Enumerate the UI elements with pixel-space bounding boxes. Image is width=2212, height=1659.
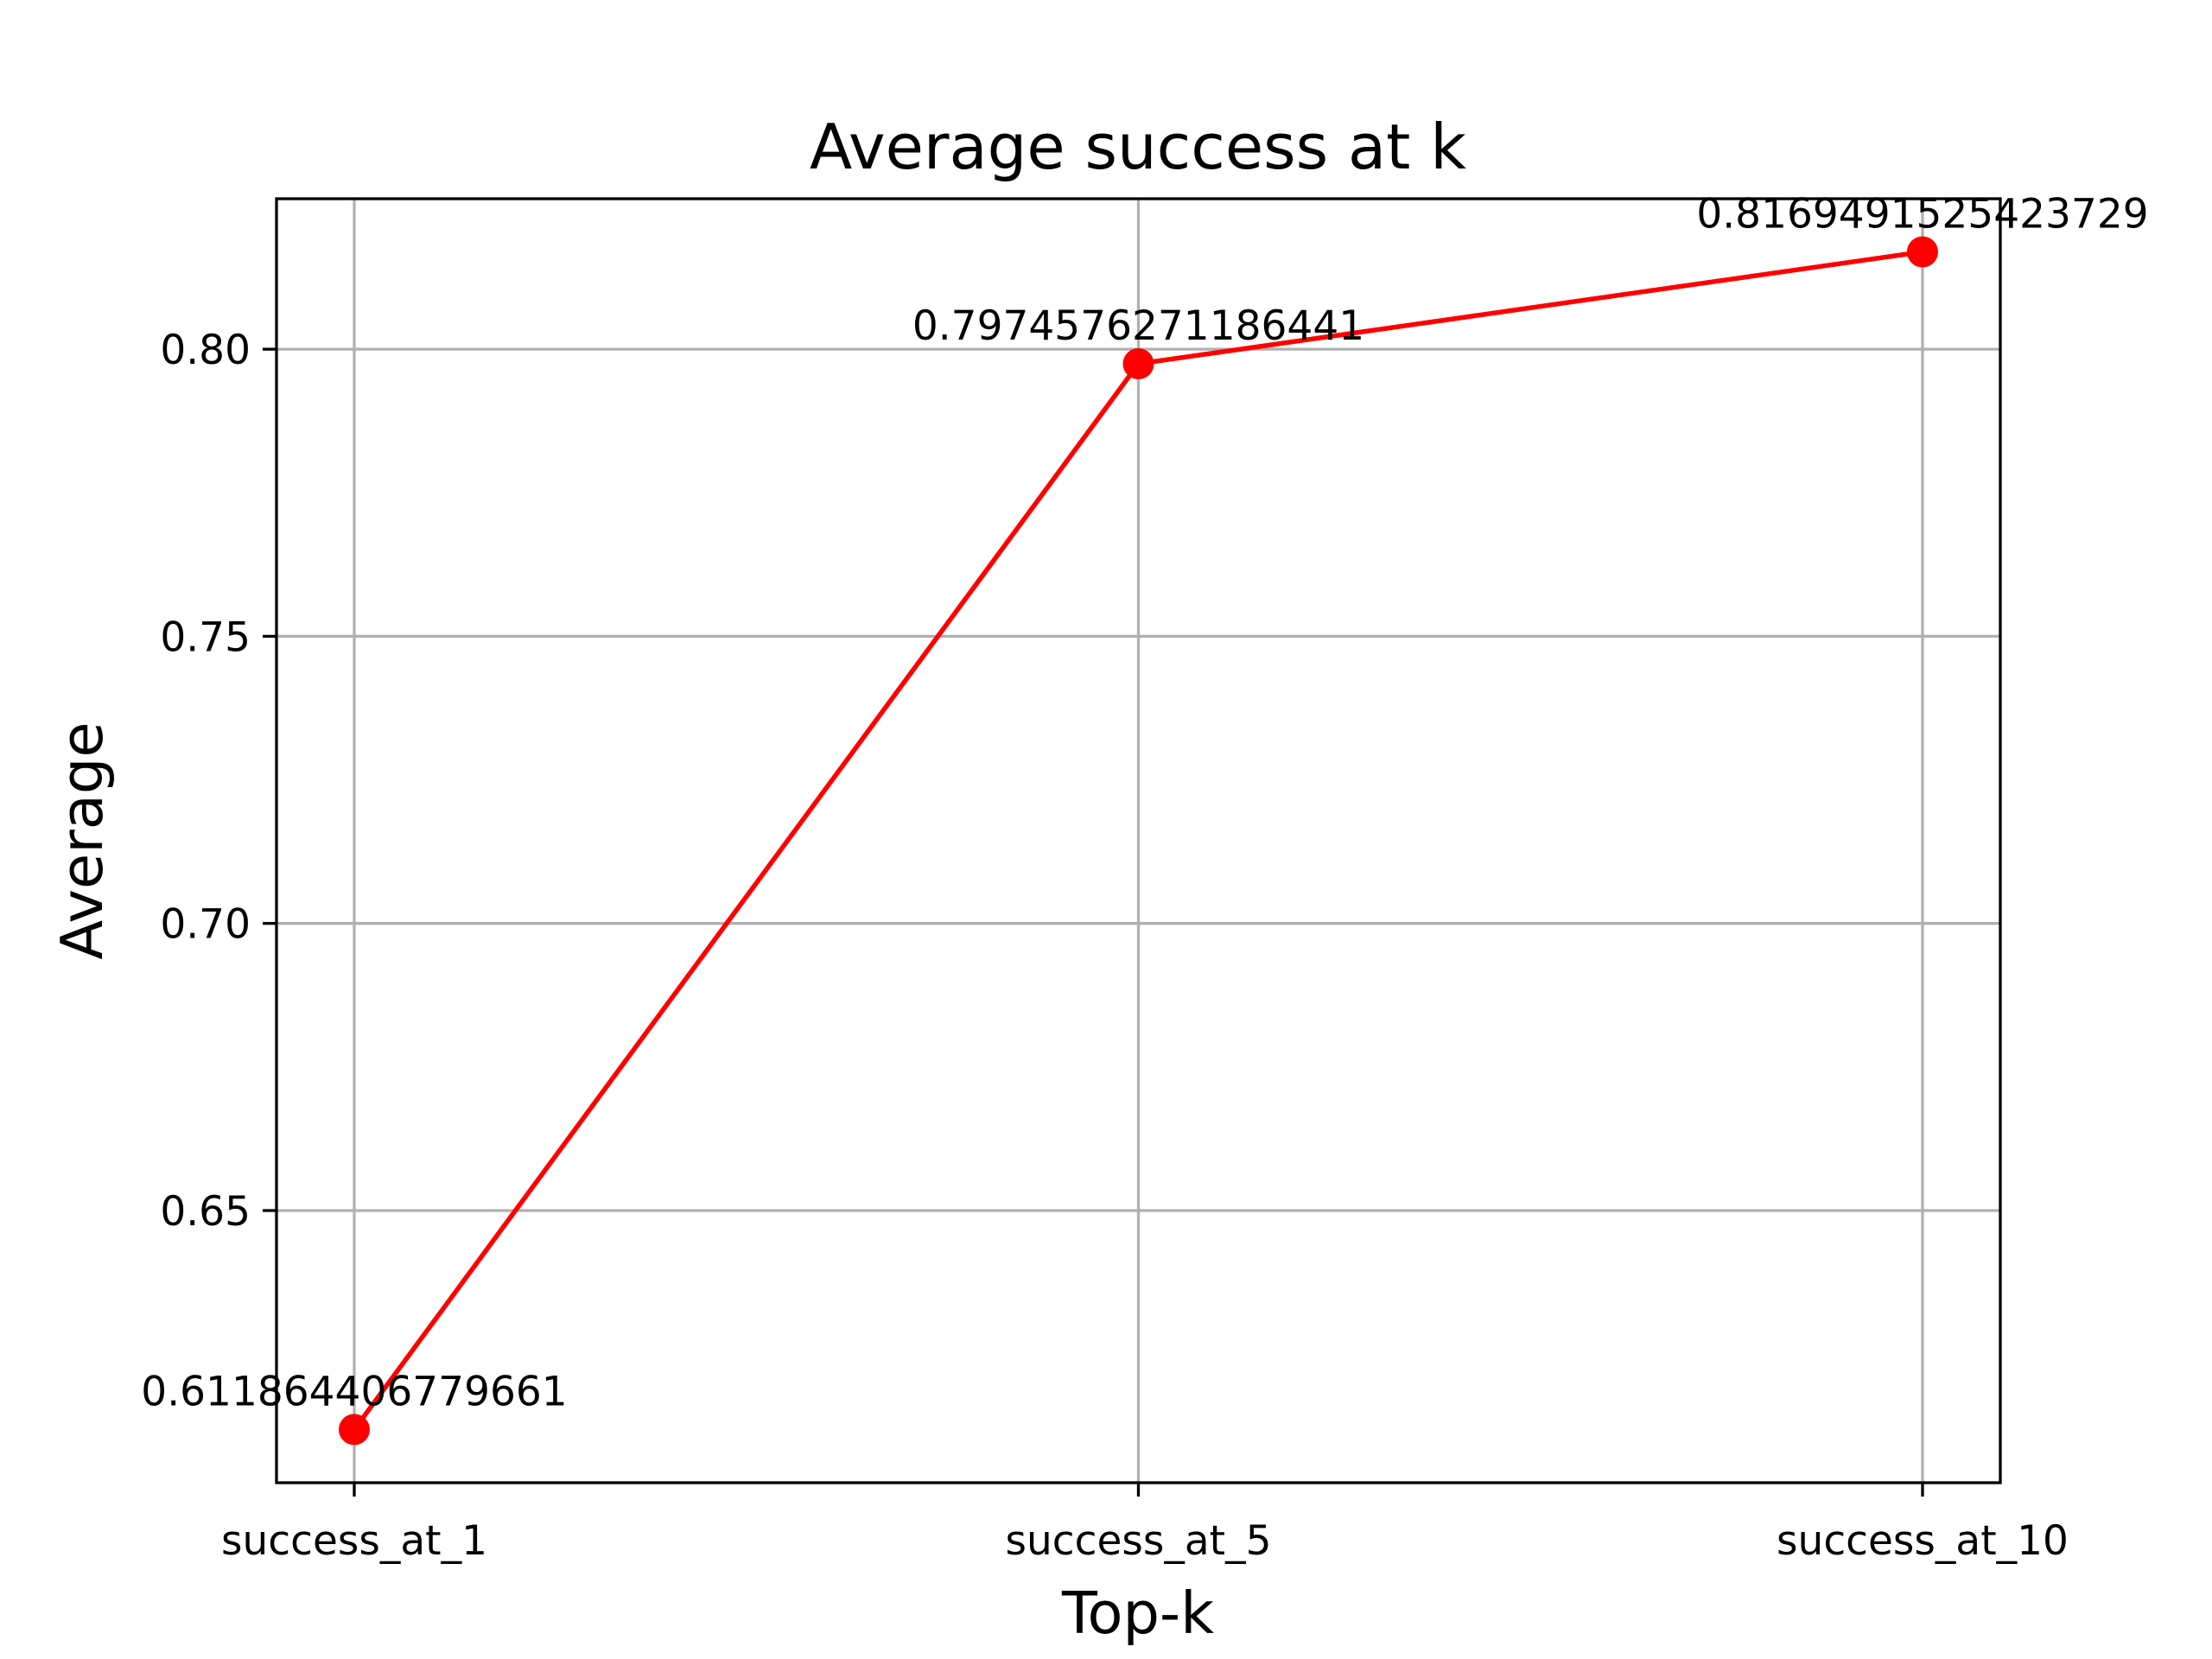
x-axis-label: Top-k bbox=[1061, 1580, 1214, 1647]
y-tick-label: 0.70 bbox=[160, 901, 251, 949]
data-label: 0.7974576271186441 bbox=[912, 302, 1364, 350]
y-tick-label: 0.80 bbox=[160, 327, 251, 374]
data-point bbox=[339, 1414, 370, 1446]
ticks-layer: success_at_1 success_at_5 success_at_10 0.6… bbox=[160, 327, 2069, 1565]
data-label: 0.611864406779661 bbox=[141, 1368, 567, 1415]
series-layer bbox=[339, 236, 1938, 1446]
data-point bbox=[1907, 236, 1938, 268]
data-point bbox=[1122, 348, 1154, 380]
y-tick-label: 0.65 bbox=[160, 1188, 251, 1236]
y-axis-label: Average bbox=[48, 721, 116, 959]
x-tick-label: success_at_10 bbox=[1777, 1517, 2069, 1565]
x-tick-label: success_at_5 bbox=[1006, 1517, 1272, 1565]
grid-layer bbox=[276, 199, 2000, 1483]
x-tick-label: success_at_1 bbox=[221, 1517, 487, 1565]
plot-frame bbox=[275, 197, 2002, 1484]
y-tick-label: 0.75 bbox=[160, 613, 251, 661]
chart-title: Average success at k bbox=[810, 111, 1466, 183]
data-labels-layer: 0.6118644067796610.79745762711864410.816… bbox=[141, 190, 2148, 1415]
